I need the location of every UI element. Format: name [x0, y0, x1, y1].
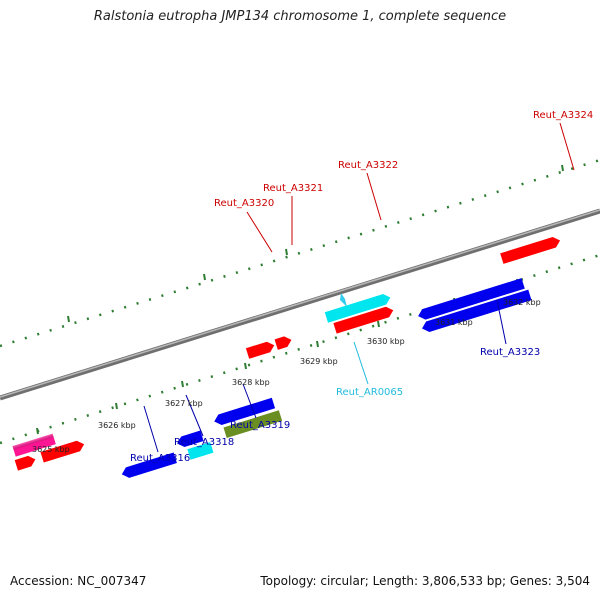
rna-feature-forward[interactable] — [324, 292, 392, 323]
gene-feature[interactable] — [14, 454, 37, 471]
gene-label-reut-a3322[interactable]: Reut_A3322 — [338, 160, 398, 171]
chromosome-backbone — [0, 208, 600, 401]
kbp-label: 3627 kbp — [165, 399, 203, 408]
gene-label-reut-a3323[interactable]: Reut_A3323 — [480, 347, 540, 358]
gene-label-reut-a3320[interactable]: Reut_A3320 — [214, 198, 274, 209]
gene-label-reut-a3324[interactable]: Reut_A3324 — [533, 110, 593, 121]
gene-label-reut-ar0065[interactable]: Reut_AR0065 — [336, 387, 403, 398]
rna-marker-reut-ar0065[interactable] — [340, 293, 347, 307]
gene-label-reut-a3316[interactable]: Reut_A3316 — [130, 453, 190, 464]
gene-feature-reut-a3323[interactable] — [420, 289, 532, 334]
rna-feature-reut-a3318[interactable] — [187, 442, 214, 460]
gene-feature-reut-a3321[interactable] — [274, 335, 294, 350]
gene-feature-reut-a3323-upper[interactable] — [416, 278, 525, 321]
kbp-label: 3632 kbp — [503, 298, 541, 307]
gene-feature-reut-a3320[interactable] — [245, 340, 276, 359]
gene-feature-reut-a3324[interactable] — [500, 235, 562, 264]
reverse-tick-track — [0, 253, 600, 445]
accession-text: Accession: NC_007347 — [10, 574, 147, 588]
gene-feature-blue[interactable] — [213, 397, 276, 427]
gene-label-reut-a3318[interactable]: Reut_A3318 — [174, 437, 234, 448]
topology-summary: Topology: circular; Length: 3,806,533 bp… — [260, 574, 590, 588]
kbp-label: 3628 kbp — [232, 378, 270, 387]
gene-feature-reut-a3322[interactable] — [333, 305, 395, 334]
gene-feature[interactable] — [40, 439, 85, 463]
kbp-label: 3630 kbp — [367, 337, 405, 346]
kbp-label: 3629 kbp — [300, 357, 338, 366]
map-title: Ralstonia eutropha JMP134 chromosome 1, … — [93, 9, 507, 24]
gene-label-reut-a3321[interactable]: Reut_A3321 — [263, 183, 323, 194]
label-connectors — [143, 122, 575, 453]
kbp-label: 3626 kbp — [98, 421, 136, 430]
kbp-label: 3631 kbp — [435, 318, 473, 327]
gene-feature-reut-a3318-blue[interactable] — [175, 430, 204, 449]
gene-feature-reut-a3316[interactable] — [120, 452, 177, 479]
gene-label-reut-a3319[interactable]: Reut_A3319 — [230, 420, 290, 431]
olive-feature-reut-a3319[interactable] — [223, 410, 283, 439]
kbp-label: 3625 kbp — [32, 445, 70, 454]
forward-tick-track — [0, 158, 600, 348]
